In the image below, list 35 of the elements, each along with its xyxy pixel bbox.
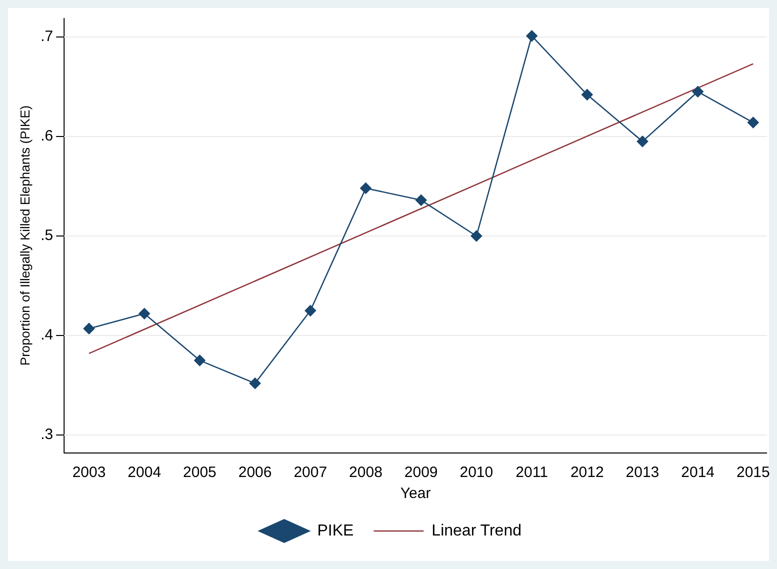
y-tick-label: .3 [40, 426, 54, 444]
x-tick-label: 2011 [516, 464, 548, 482]
legend-label: PIKE [317, 522, 354, 540]
x-tick-label: 2012 [570, 464, 604, 482]
point [360, 182, 372, 194]
point [194, 354, 206, 366]
point [415, 194, 427, 206]
legend-label: Linear Trend [432, 522, 522, 540]
point [83, 322, 95, 334]
x-tick-label: 2014 [681, 464, 715, 482]
x-axis-title: Year [400, 485, 431, 502]
x-tick-label: 2015 [736, 464, 770, 482]
y-tick-label: .7 [40, 28, 54, 46]
x-tick-label: 2004 [128, 464, 162, 482]
x-tick-label: 2008 [349, 464, 382, 482]
y-axis-title: Proportion of Illegally Killed Elephants (PIKE) [17, 105, 32, 366]
y-tick-label: .5 [40, 227, 54, 244]
point [249, 378, 261, 389]
x-tick-label: 2010 [460, 464, 494, 482]
x-tick-label: 2013 [626, 464, 660, 482]
point [526, 30, 538, 42]
x-tick-label: 2009 [404, 464, 438, 482]
point [138, 308, 150, 320]
y-tick-label: .4 [40, 326, 54, 344]
point [636, 136, 648, 148]
point [581, 89, 593, 100]
x-tick-label: 2003 [72, 464, 106, 482]
y-tick-label: .6 [40, 128, 54, 145]
point [692, 86, 704, 98]
x-tick-label: 2007 [294, 464, 328, 482]
point [304, 305, 316, 316]
point [748, 116, 759, 128]
x-tick-label: 2005 [183, 464, 216, 482]
x-tick-label: 2006 [238, 464, 272, 482]
point [470, 230, 482, 242]
